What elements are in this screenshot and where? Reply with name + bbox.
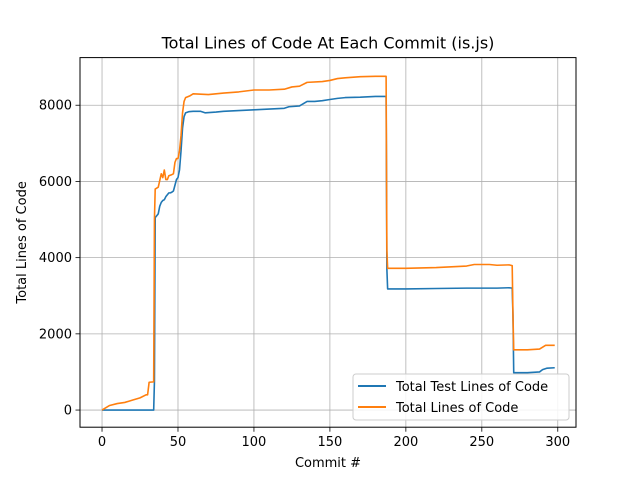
y-tick-label: 0 xyxy=(64,404,72,419)
legend-frame xyxy=(352,373,570,421)
x-tick-label: 50 xyxy=(170,435,187,450)
axis-ticks: 0 50 100 150 200 250 300 0 2000 4000 6000 8000 xyxy=(39,99,570,450)
legend-label-test-loc: Total Test Lines of Code xyxy=(395,380,548,395)
plot-area-frame xyxy=(79,57,577,428)
x-axis-label: Commit # xyxy=(295,456,361,471)
legend: Total Test Lines of Code Total Lines of … xyxy=(352,373,570,421)
y-tick-label: 8000 xyxy=(39,99,72,114)
series-line-total-loc xyxy=(101,75,555,411)
y-axis-label: Total Lines of Code xyxy=(15,181,30,304)
series-line-test-loc xyxy=(102,95,555,411)
chart-title: Total Lines of Code At Each Commit (is.j… xyxy=(161,34,495,53)
x-tick-label: 100 xyxy=(242,435,267,450)
y-tick-label: 2000 xyxy=(39,327,72,342)
y-tick-label: 6000 xyxy=(39,175,72,190)
x-tick-label: 300 xyxy=(545,435,570,450)
grid-lines xyxy=(80,57,576,428)
x-tick-label: 0 xyxy=(98,435,106,450)
series-lines xyxy=(101,75,555,411)
y-tick-label: 4000 xyxy=(39,251,72,266)
x-tick-label: 150 xyxy=(317,435,342,450)
x-tick-label: 200 xyxy=(393,435,418,450)
x-tick-label: 250 xyxy=(469,435,494,450)
legend-label-total-loc: Total Lines of Code xyxy=(395,401,518,416)
